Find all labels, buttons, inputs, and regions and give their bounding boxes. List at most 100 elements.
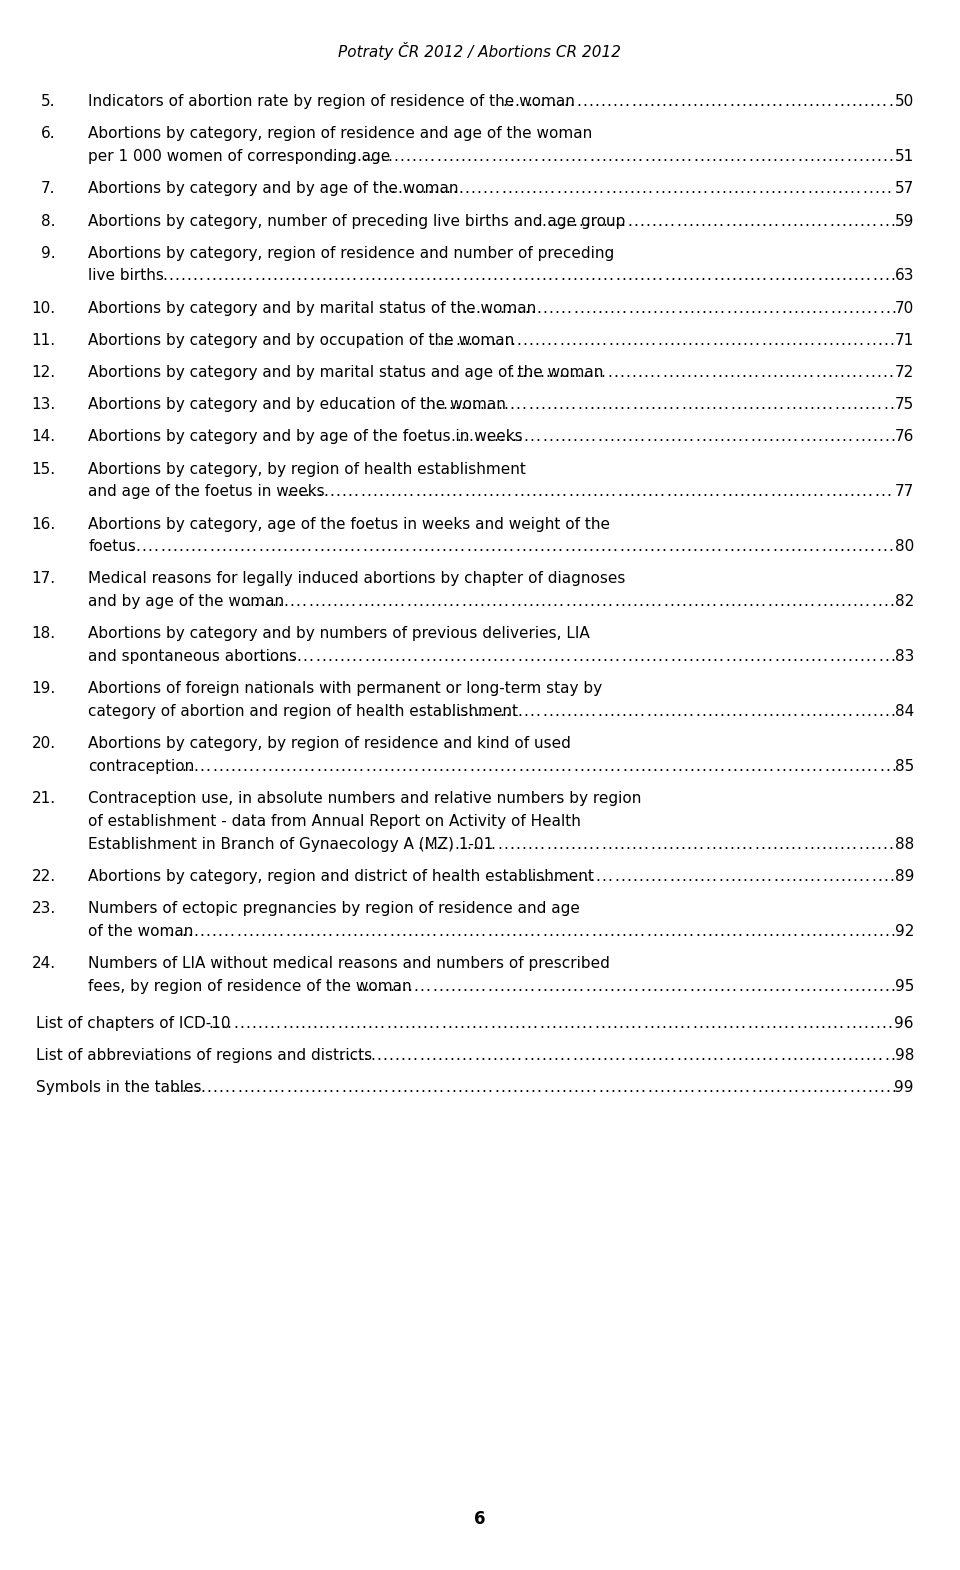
Text: .: . [576, 1016, 581, 1031]
Text: .: . [664, 301, 669, 316]
Text: .: . [720, 301, 725, 316]
Text: .: . [468, 980, 473, 994]
Text: .: . [396, 758, 400, 774]
Text: .: . [588, 364, 593, 380]
Text: .: . [744, 429, 749, 444]
Text: .: . [799, 429, 804, 444]
Text: .: . [346, 648, 350, 664]
Text: .: . [856, 182, 861, 196]
Text: .: . [668, 149, 673, 165]
Text: .: . [456, 980, 461, 994]
Text: .: . [725, 214, 730, 229]
Text: .: . [762, 301, 767, 316]
Text: .: . [215, 1016, 220, 1031]
Text: .: . [532, 182, 537, 196]
Text: .: . [701, 214, 706, 229]
Text: .: . [548, 758, 553, 774]
Text: .: . [754, 94, 758, 110]
Text: .: . [701, 648, 706, 664]
Text: .: . [541, 268, 546, 284]
Text: .: . [652, 268, 657, 284]
Text: .: . [791, 397, 796, 413]
Text: .: . [498, 1049, 503, 1063]
Text: .: . [783, 1016, 788, 1031]
Text: .: . [822, 397, 827, 413]
Text: .: . [529, 1049, 534, 1063]
Text: .: . [876, 837, 881, 853]
Text: .: . [751, 301, 756, 316]
Text: .: . [560, 268, 564, 284]
Text: .: . [552, 539, 557, 554]
Text: .: . [674, 539, 679, 554]
Text: .: . [442, 539, 446, 554]
Text: .: . [550, 182, 555, 196]
Text: .: . [597, 923, 602, 939]
Text: .: . [711, 870, 717, 884]
Text: .: . [328, 1080, 333, 1096]
Text: .: . [240, 539, 245, 554]
Text: .: . [261, 1080, 266, 1096]
Text: Symbols in the tables: Symbols in the tables [36, 1080, 202, 1096]
Text: .: . [726, 923, 731, 939]
Text: .: . [833, 837, 838, 853]
Text: .: . [456, 923, 461, 939]
Text: .: . [430, 333, 435, 349]
Text: .: . [748, 539, 753, 554]
Text: .: . [735, 364, 740, 380]
Text: .: . [737, 214, 742, 229]
Text: 7.: 7. [41, 182, 56, 196]
Text: .: . [791, 593, 796, 609]
Text: .: . [482, 1080, 487, 1096]
Text: .: . [817, 980, 823, 994]
Text: .: . [719, 1049, 724, 1063]
Text: .: . [833, 149, 838, 165]
Text: .: . [562, 1080, 566, 1096]
Text: .: . [656, 94, 660, 110]
Text: .: . [742, 870, 747, 884]
Text: .: . [248, 268, 252, 284]
Text: .: . [388, 1049, 394, 1063]
Text: .: . [582, 539, 588, 554]
Text: .: . [823, 214, 828, 229]
Text: .: . [482, 484, 487, 499]
Text: .: . [890, 1049, 895, 1063]
Text: .: . [725, 1049, 730, 1063]
Text: .: . [228, 539, 232, 554]
Text: .: . [585, 429, 589, 444]
Text: .: . [695, 301, 700, 316]
Text: .: . [334, 758, 339, 774]
Text: .: . [527, 539, 532, 554]
Text: .: . [603, 923, 608, 939]
Text: .: . [578, 1049, 583, 1063]
Text: .: . [463, 758, 468, 774]
Text: .: . [570, 837, 575, 853]
Text: .: . [622, 758, 627, 774]
Text: 9.: 9. [41, 245, 56, 261]
Text: .: . [784, 149, 789, 165]
Text: .: . [200, 923, 204, 939]
Text: .: . [828, 1049, 834, 1063]
Text: .: . [692, 539, 697, 554]
Text: .: . [370, 593, 374, 609]
Text: .: . [726, 703, 731, 719]
Text: .: . [566, 429, 571, 444]
Text: .: . [777, 182, 781, 196]
Text: .: . [751, 1080, 756, 1096]
Text: .: . [441, 1016, 445, 1031]
Text: .: . [415, 484, 420, 499]
Text: .: . [712, 1049, 717, 1063]
Text: .: . [255, 1080, 260, 1096]
Text: .: . [657, 593, 661, 609]
Text: .: . [322, 923, 326, 939]
Text: .: . [736, 593, 741, 609]
Text: .: . [775, 429, 780, 444]
Text: .: . [744, 703, 749, 719]
Text: .: . [878, 980, 883, 994]
Text: .: . [316, 758, 321, 774]
Text: .: . [457, 1080, 462, 1096]
Text: Abortions by category and by age of the foetus in weeks: Abortions by category and by age of the … [88, 429, 523, 444]
Text: .: . [712, 214, 717, 229]
Text: .: . [761, 648, 766, 664]
Text: .: . [565, 1049, 570, 1063]
Text: .: . [686, 149, 691, 165]
